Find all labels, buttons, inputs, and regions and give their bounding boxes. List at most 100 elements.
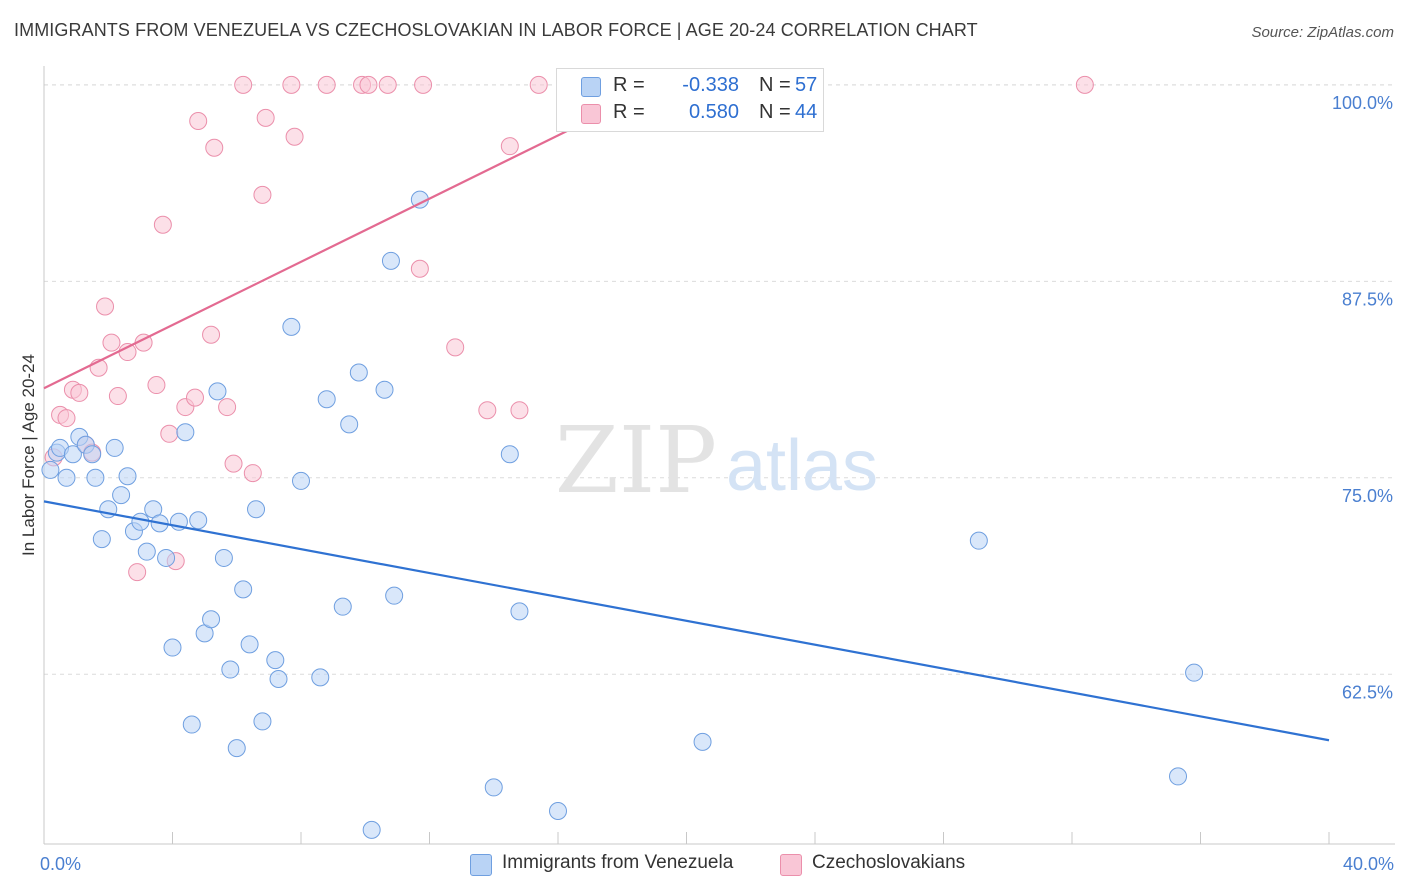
- venezuela-point: [202, 610, 221, 629]
- venezuela-point: [189, 511, 208, 530]
- czechoslovakian-point: [256, 108, 275, 127]
- n-value-venezuela: 57: [795, 74, 818, 96]
- y-tick-label: 87.5%: [1342, 289, 1393, 309]
- czechoslovakian-point: [478, 401, 497, 420]
- czechoslovakian-point: [160, 424, 179, 443]
- czechoslovakian-point: [1075, 75, 1094, 94]
- czechoslovakian-point: [57, 409, 76, 428]
- venezuela-point: [292, 471, 310, 490]
- r-label: R =: [613, 74, 645, 96]
- czechoslovakian-point: [234, 75, 253, 94]
- czechoslovakian-point: [317, 75, 336, 94]
- czechoslovakian-point: [189, 112, 208, 131]
- czechoslovakian-point: [414, 75, 433, 94]
- venezuela-point: [375, 380, 394, 399]
- czechoslovakian-point: [153, 215, 172, 234]
- czechoslovakian-point: [205, 138, 224, 157]
- venezuela-point: [240, 635, 259, 654]
- legend-swatch-czechoslovakians: [780, 854, 802, 876]
- series-venezuela: [41, 190, 1204, 839]
- watermark: ZIP atlas: [555, 407, 878, 514]
- chart-title: IMMIGRANTS FROM VENEZUELA VS CZECHOSLOVA…: [14, 20, 978, 40]
- venezuela-point: [131, 512, 150, 531]
- venezuela-point: [340, 415, 359, 434]
- czechoslovakian-point: [224, 454, 243, 473]
- y-tick-label: 62.5%: [1342, 682, 1393, 702]
- czechoslovakian-point: [529, 75, 548, 94]
- venezuela-point: [118, 467, 137, 486]
- venezuela-point: [510, 602, 529, 621]
- r-value-czechoslovakians: 0.580: [688, 101, 739, 123]
- venezuela-point: [182, 715, 201, 734]
- venezuela-point: [105, 438, 124, 457]
- czechoslovakian-point: [359, 75, 378, 94]
- source-credit: Source: ZipAtlas.com: [1251, 24, 1394, 41]
- watermark-atlas: atlas: [726, 426, 878, 506]
- tick-labels: 100.0% 87.5% 75.0% 62.5% 0.0% 40.0%: [40, 93, 1394, 874]
- czechoslovakian-point: [108, 387, 127, 406]
- venezuela-point: [63, 445, 82, 464]
- venezuela-point: [92, 530, 111, 549]
- venezuela-point: [1169, 767, 1188, 786]
- czechoslovakian-point: [185, 388, 204, 407]
- legend-swatch-venezuela: [470, 854, 492, 876]
- czechoslovakian-point: [253, 185, 272, 204]
- venezuela-point: [349, 363, 368, 382]
- czechoslovakian-point: [243, 464, 262, 483]
- venezuela-point: [234, 580, 253, 599]
- venezuela-point: [693, 732, 712, 751]
- venezuela-point: [41, 460, 60, 479]
- czechoslovakian-point: [510, 401, 529, 420]
- czechoslovakian-point: [378, 75, 397, 94]
- czechoslovakian-point: [102, 333, 121, 352]
- czechoslovakian-point: [500, 137, 519, 156]
- czechoslovakian-point: [282, 75, 301, 94]
- venezuela-point: [381, 251, 400, 270]
- y-tick-label: 75.0%: [1342, 486, 1393, 506]
- watermark-zip: ZIP: [555, 407, 717, 514]
- correlation-stats-box: R = -0.338 N = 57 R = 0.580 N = 44: [556, 68, 824, 132]
- czechoslovakian-point: [285, 127, 304, 146]
- n-value-czechoslovakians: 44: [795, 101, 818, 123]
- venezuela-point: [208, 382, 227, 401]
- venezuela-point: [163, 638, 182, 657]
- venezuela-point: [333, 597, 352, 616]
- venezuela-point: [227, 739, 246, 758]
- venezuela-point: [214, 548, 233, 567]
- czechoslovakian-point: [128, 563, 147, 582]
- n-label: N =: [759, 101, 791, 123]
- venezuela-point: [253, 712, 272, 731]
- venezuela-point: [317, 390, 336, 409]
- czechoslovakians-swatch: [581, 104, 601, 124]
- czechoslovakian-point: [410, 259, 429, 278]
- czechoslovakian-point: [202, 325, 221, 344]
- venezuela-point: [1185, 663, 1204, 682]
- venezuela-point: [176, 423, 195, 442]
- r-value-venezuela: -0.338: [682, 74, 739, 96]
- venezuela-point: [247, 500, 266, 519]
- venezuela-point: [137, 542, 156, 561]
- axes: [43, 66, 1395, 845]
- venezuela-point: [385, 586, 404, 605]
- venezuela-point: [266, 651, 285, 670]
- venezuela-point: [83, 445, 102, 464]
- czechoslovakian-point: [96, 297, 115, 316]
- venezuela-point: [221, 660, 240, 679]
- venezuela-point: [969, 531, 988, 550]
- czechoslovakian-point: [446, 338, 465, 357]
- venezuela-point: [311, 668, 330, 687]
- venezuela-point: [57, 468, 76, 487]
- legend-label-venezuela: Immigrants from Venezuela: [502, 852, 734, 873]
- r-label: R =: [613, 101, 645, 123]
- venezuela-point: [549, 801, 567, 820]
- y-axis-label: In Labor Force | Age 20-24: [19, 354, 38, 556]
- venezuela-point: [157, 548, 176, 567]
- venezuela-point: [500, 445, 519, 464]
- y-tick-label: 100.0%: [1332, 93, 1393, 113]
- venezuela-point: [112, 486, 131, 505]
- venezuela-point: [282, 317, 301, 336]
- venezuela-point: [269, 669, 288, 688]
- venezuela-point: [484, 778, 503, 797]
- x-tick-label: 40.0%: [1343, 854, 1394, 874]
